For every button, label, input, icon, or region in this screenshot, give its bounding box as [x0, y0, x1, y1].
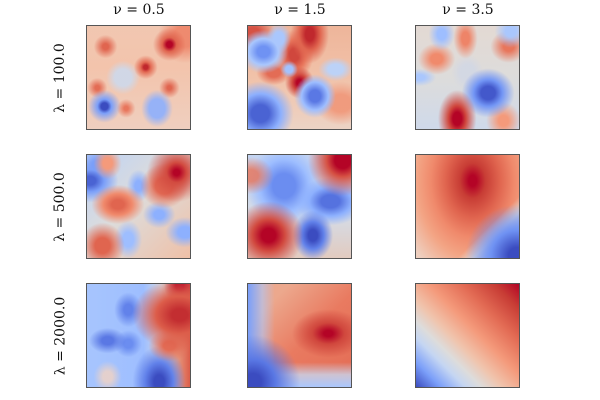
- heatmap-panel-r3c1: [86, 283, 191, 388]
- col-title-nu-3.5: ν = 3.5: [442, 2, 494, 18]
- heatmap-panel-r1c3: [415, 25, 520, 130]
- row-label-lambda-2000: λ = 2000.0: [40, 283, 80, 389]
- heatmap-panel-r3c3: [415, 283, 520, 388]
- col-title-nu-0.5: ν = 0.5: [113, 2, 165, 18]
- row-label-lambda-100: λ = 100.0: [40, 25, 80, 131]
- row-label-lambda-500: λ = 500.0: [40, 154, 80, 260]
- heatmap-panel-r2c2: [247, 154, 352, 259]
- heatmap-panel-r2c1: [86, 154, 191, 259]
- heatmap-panel-r1c2: [247, 25, 352, 130]
- row-label-text: λ = 500.0: [52, 172, 68, 242]
- col-title-nu-1.5: ν = 1.5: [274, 2, 326, 18]
- heatmap-panel-r3c2: [247, 283, 352, 388]
- heatmap-panel-r1c1: [86, 25, 191, 130]
- row-label-text: λ = 100.0: [52, 43, 68, 113]
- heatmap-panel-r2c3: [415, 154, 520, 259]
- row-label-text: λ = 2000.0: [52, 296, 68, 376]
